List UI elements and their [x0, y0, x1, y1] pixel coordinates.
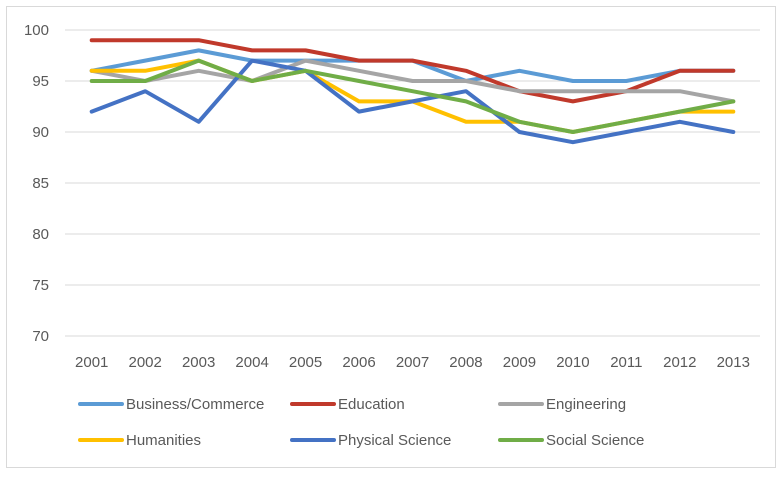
legend-label: Social Science — [546, 432, 644, 449]
x-tick-label: 2007 — [396, 354, 429, 371]
y-tick-label: 100 — [24, 22, 49, 39]
legend: Business/Commerce Education Engineering Hum… — [78, 396, 644, 449]
legend-item-engineering: Engineering — [498, 396, 626, 413]
y-tick-label: 70 — [32, 328, 49, 345]
x-tick-label: 2012 — [663, 354, 696, 371]
x-tick-label: 2001 — [75, 354, 108, 371]
x-tick-label: 2002 — [129, 354, 162, 371]
y-tick-label: 95 — [32, 73, 49, 90]
legend-item-physical-science: Physical Science — [290, 432, 451, 449]
x-axis-tick-labels: 2001 2002 2003 2004 2005 2006 2007 2008 2009 2010… — [75, 354, 750, 371]
y-axis-tick-labels: 70 75 80 85 90 95 100 — [24, 22, 49, 345]
x-tick-label: 2008 — [449, 354, 482, 371]
x-tick-label: 2011 — [610, 354, 642, 371]
x-tick-label: 2003 — [182, 354, 215, 371]
x-tick-label: 2006 — [342, 354, 375, 371]
x-tick-label: 2013 — [717, 354, 750, 371]
x-tick-label: 2005 — [289, 354, 322, 371]
y-tick-label: 90 — [32, 124, 49, 141]
x-tick-label: 2010 — [556, 354, 589, 371]
legend-label: Business/Commerce — [126, 396, 264, 413]
y-tick-label: 80 — [32, 226, 49, 243]
series-line-engineering — [89, 58, 736, 104]
legend-item-business-commerce: Business/Commerce — [78, 396, 264, 413]
series-line-physical-science — [89, 58, 736, 145]
x-tick-label: 2009 — [503, 354, 536, 371]
series-lines — [89, 38, 736, 145]
y-tick-label: 85 — [32, 175, 49, 192]
legend-item-education: Education — [290, 396, 405, 413]
legend-label: Humanities — [126, 432, 201, 449]
legend-label: Engineering — [546, 396, 626, 413]
series-line-social-science — [89, 58, 736, 134]
legend-item-humanities: Humanities — [78, 432, 201, 449]
legend-item-social-science: Social Science — [498, 432, 644, 449]
legend-label: Education — [338, 396, 405, 413]
y-tick-label: 75 — [32, 277, 49, 294]
x-tick-label: 2004 — [235, 354, 268, 371]
legend-label: Physical Science — [338, 432, 451, 449]
